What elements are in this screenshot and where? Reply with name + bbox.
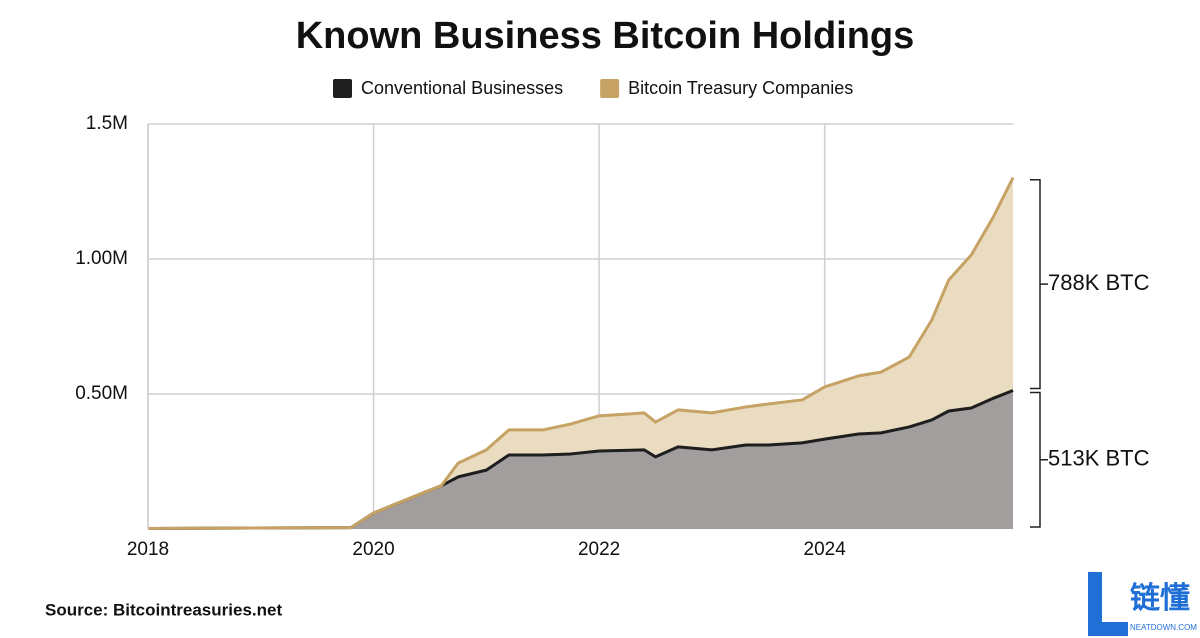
x-tick-label: 2018 (127, 539, 169, 560)
legend-swatch (600, 79, 620, 98)
watermark: 链懂 NEATDOWN.COM (1088, 572, 1197, 636)
bracket (1030, 391, 1041, 528)
watermark-logo (1088, 572, 1128, 636)
line (147, 389, 1014, 530)
y-tick-label: 0.50M (75, 383, 128, 404)
annotation: 513K BTC (1048, 446, 1150, 471)
legend-label: Bitcoin Treasury Companies (628, 78, 853, 98)
chart-title: Known Business Bitcoin Holdings (296, 15, 915, 57)
source: Source: Bitcointreasuries.net (45, 600, 282, 619)
watermark-site: NEATDOWN.COM (1130, 623, 1197, 632)
bracket (1030, 178, 1041, 390)
area (148, 177, 1013, 529)
area (148, 390, 1013, 529)
x-tick-label: 2022 (578, 539, 620, 560)
legend-swatch (333, 79, 352, 98)
legend-label: Conventional Businesses (361, 78, 563, 98)
y-tick-label: 1.5M (86, 113, 128, 134)
annotation: 788K BTC (1048, 270, 1150, 295)
y-tick-label: 1.00M (75, 248, 128, 269)
line (147, 177, 1015, 530)
watermark-brand: 链懂 (1130, 581, 1190, 615)
x-tick-label: 2020 (352, 539, 394, 560)
x-tick-label: 2024 (804, 539, 847, 560)
